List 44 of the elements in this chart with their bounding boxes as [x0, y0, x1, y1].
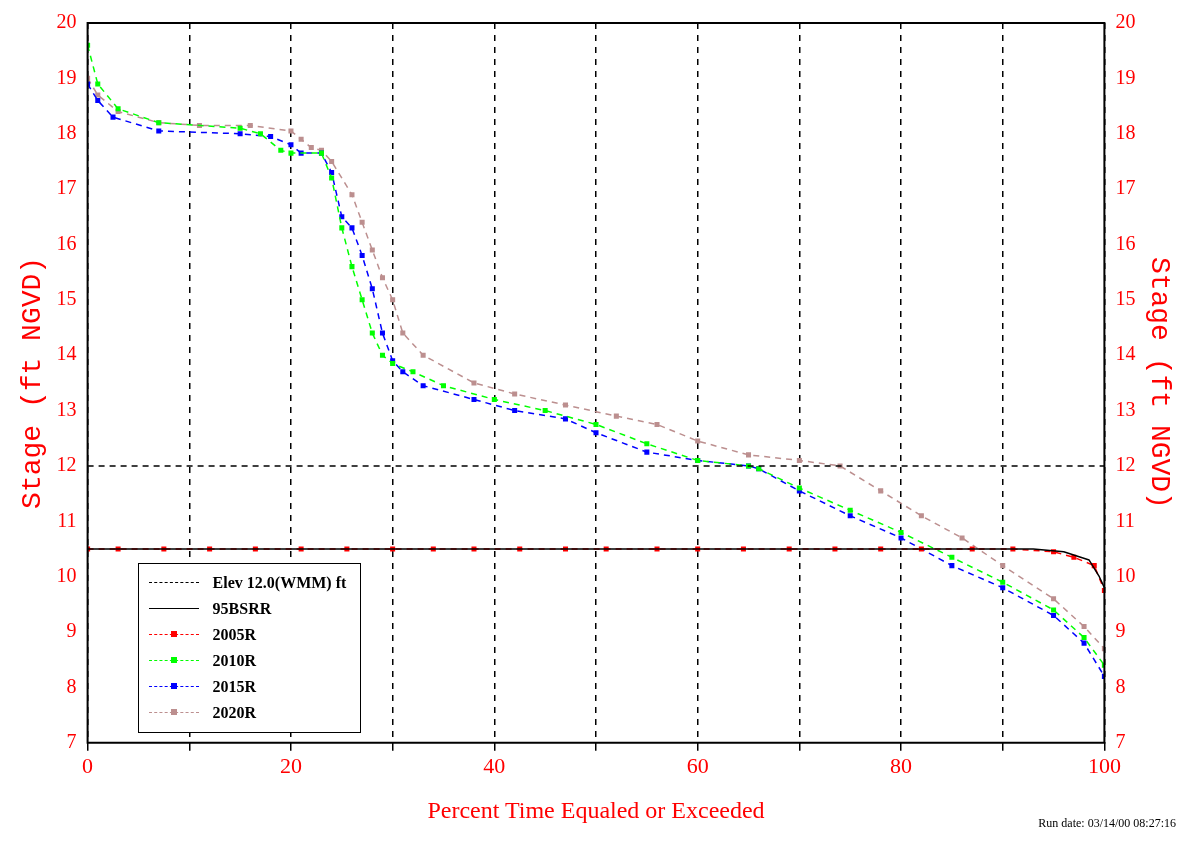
y2-tick-label: 7: [1115, 730, 1126, 753]
y-tick-label: 8: [66, 674, 77, 697]
y-tick-label: 12: [56, 453, 77, 476]
y-tick-label: 13: [56, 397, 77, 420]
y2-tick-label: 16: [1115, 231, 1136, 254]
x-tick-label: 0: [82, 752, 94, 778]
y-tick-label: 16: [56, 231, 77, 254]
y2-tick-label: 20: [1115, 10, 1136, 33]
x-tick-label: 80: [890, 752, 913, 778]
x-tick-label: 20: [279, 752, 302, 778]
legend-label: 2005R: [212, 625, 257, 644]
y-tick-label: 18: [56, 120, 77, 143]
y2-tick-label: 9: [1115, 619, 1126, 642]
y2-tick-label: 8: [1115, 674, 1126, 697]
x-tick-label: 60: [686, 752, 709, 778]
x-tick-label: 40: [483, 752, 506, 778]
y-tick-label: 14: [56, 342, 77, 365]
x-tick-label: 100: [1087, 752, 1121, 778]
y2-tick-label: 17: [1115, 176, 1136, 199]
y-tick-label: 9: [66, 619, 77, 642]
text: Run date: 03/14/00 08:27:16: [1038, 816, 1176, 831]
legend-label: 2020R: [212, 703, 257, 722]
y2-tick-label: 12: [1115, 453, 1136, 476]
y2-tick-label: 13: [1115, 397, 1136, 420]
y2-axis-title: Stage (ft NGVD): [1143, 256, 1175, 509]
legend-label: Elev 12.0(WMM) ft: [212, 573, 347, 592]
legend-label: 2015R: [212, 677, 257, 696]
y2-tick-label: 10: [1115, 563, 1136, 586]
x-axis-title: Percent Time Equaled or Exceeded: [427, 796, 765, 823]
y-tick-label: 10: [56, 563, 77, 586]
y-tick-label: 11: [57, 508, 77, 531]
y2-tick-label: 18: [1115, 120, 1136, 143]
legend-label: 2010R: [212, 651, 257, 670]
y2-tick-label: 11: [1115, 508, 1135, 531]
y2-tick-label: 19: [1115, 65, 1136, 88]
y-axis-title: Stage (ft NGVD): [17, 256, 49, 509]
y-tick-label: 15: [56, 287, 77, 310]
y2-tick-label: 14: [1115, 342, 1136, 365]
y2-tick-label: 15: [1115, 287, 1136, 310]
legend-label: 95BSRR: [212, 599, 272, 618]
y-tick-label: 7: [66, 730, 77, 753]
y-tick-label: 19: [56, 65, 77, 88]
y-tick-label: 20: [56, 10, 77, 33]
y-tick-label: 17: [56, 176, 77, 199]
